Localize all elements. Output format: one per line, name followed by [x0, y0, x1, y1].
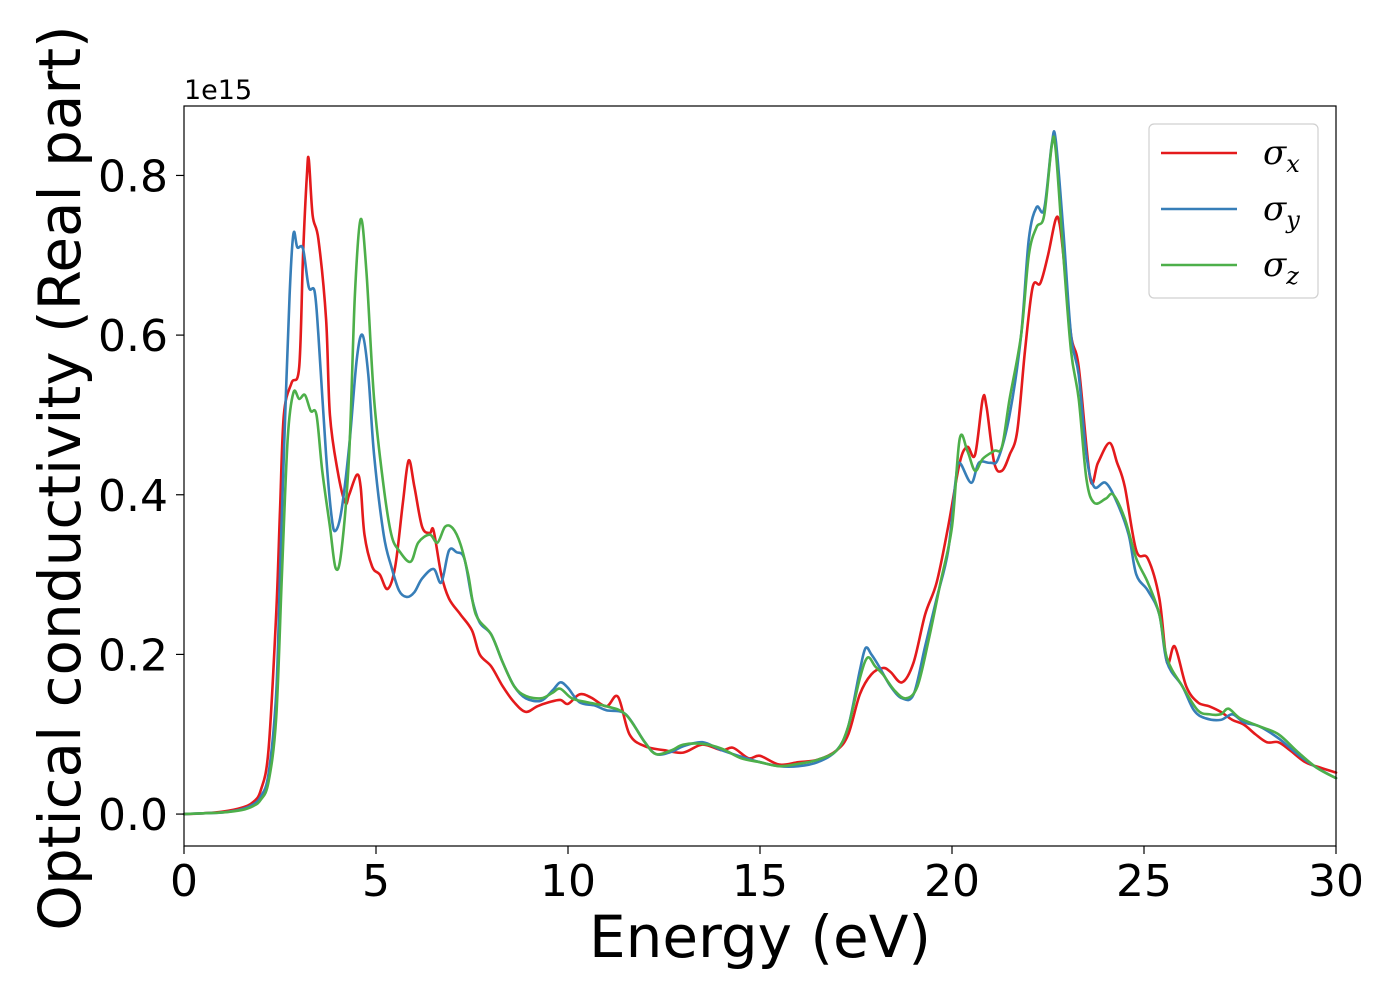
- x-tick-label: 30: [1308, 856, 1364, 907]
- y-axis-ticks: 0.0 0.2 0.4 0.6 0.8: [98, 151, 184, 841]
- series-layer: [182, 130, 1338, 816]
- x-tick-label: 0: [170, 856, 198, 907]
- x-axis-ticks: 0 5 10 15 20 25 30: [170, 846, 1364, 907]
- x-tick-label: 15: [732, 856, 788, 907]
- x-axis-title: Energy (eV): [589, 903, 931, 971]
- x-tick-label: 10: [540, 856, 596, 907]
- legend-box: [1148, 123, 1319, 299]
- legend-label-y: σy: [1263, 189, 1300, 234]
- legend-label-x: σx: [1263, 133, 1300, 178]
- series-line-z: [182, 135, 1338, 816]
- legend-label-z: σz: [1263, 245, 1299, 290]
- y-tick-label: 0.4: [98, 471, 168, 522]
- y-axis-offset-label: 1e15: [184, 75, 252, 106]
- legend: σx σy σz: [1148, 123, 1319, 299]
- y-axis-title: Optical conductivity (Real part): [26, 25, 94, 930]
- y-tick-label: 0.8: [98, 151, 168, 202]
- y-tick-label: 0.0: [98, 790, 168, 841]
- y-tick-label: 0.6: [98, 311, 168, 362]
- x-tick-label: 20: [924, 856, 980, 907]
- x-tick-label: 25: [1116, 856, 1172, 907]
- y-tick-label: 0.2: [98, 630, 168, 681]
- x-tick-label: 5: [362, 856, 390, 907]
- series-line-y: [182, 130, 1338, 816]
